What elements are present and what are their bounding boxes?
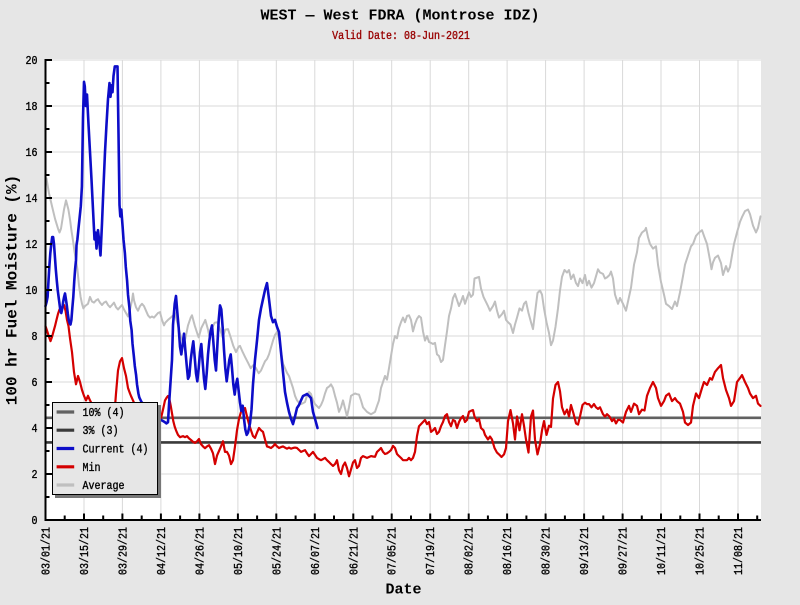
svg-text:04/12/21: 04/12/21 xyxy=(156,527,169,575)
svg-text:08/16/21: 08/16/21 xyxy=(502,527,515,575)
svg-text:09/27/21: 09/27/21 xyxy=(618,527,631,575)
svg-text:10/25/21: 10/25/21 xyxy=(695,527,708,575)
svg-text:Current (4): Current (4) xyxy=(83,444,149,457)
svg-text:06/21/21: 06/21/21 xyxy=(349,527,362,575)
svg-text:Valid Date: 08-Jun-2021: Valid Date: 08-Jun-2021 xyxy=(332,30,470,43)
svg-text:03/15/21: 03/15/21 xyxy=(79,527,92,575)
svg-text:10/11/21: 10/11/21 xyxy=(656,527,669,575)
svg-text:04/26/21: 04/26/21 xyxy=(195,527,208,575)
svg-text:08/02/21: 08/02/21 xyxy=(464,527,477,575)
svg-text:11/08/21: 11/08/21 xyxy=(733,527,746,575)
svg-text:0: 0 xyxy=(32,515,38,528)
svg-text:Date: Date xyxy=(385,582,421,599)
svg-text:03/29/21: 03/29/21 xyxy=(118,527,131,575)
svg-text:WEST — West FDRA (Montrose IDZ: WEST — West FDRA (Montrose IDZ) xyxy=(260,8,539,25)
svg-text:100 hr Fuel Moisture (%): 100 hr Fuel Moisture (%) xyxy=(4,175,22,405)
svg-text:06/07/21: 06/07/21 xyxy=(310,527,323,575)
svg-text:18: 18 xyxy=(26,101,38,114)
svg-text:8: 8 xyxy=(32,331,38,344)
svg-text:10: 10 xyxy=(26,285,38,298)
svg-text:6: 6 xyxy=(32,377,38,390)
svg-text:3% (3): 3% (3) xyxy=(83,426,119,439)
svg-text:20: 20 xyxy=(26,55,38,68)
svg-text:14: 14 xyxy=(26,193,38,206)
svg-text:4: 4 xyxy=(32,423,38,436)
svg-text:08/30/21: 08/30/21 xyxy=(541,527,554,575)
svg-text:03/01/21: 03/01/21 xyxy=(41,527,54,575)
svg-text:Min: Min xyxy=(83,462,101,475)
svg-text:2: 2 xyxy=(32,469,38,482)
svg-text:07/05/21: 07/05/21 xyxy=(387,527,400,575)
svg-text:10% (4): 10% (4) xyxy=(83,407,125,420)
svg-text:12: 12 xyxy=(26,239,38,252)
svg-text:Average: Average xyxy=(83,480,125,493)
svg-text:05/10/21: 05/10/21 xyxy=(233,527,246,575)
svg-text:16: 16 xyxy=(26,147,38,160)
svg-text:09/13/21: 09/13/21 xyxy=(579,527,592,575)
svg-text:05/24/21: 05/24/21 xyxy=(272,527,285,575)
svg-text:07/19/21: 07/19/21 xyxy=(426,527,439,575)
